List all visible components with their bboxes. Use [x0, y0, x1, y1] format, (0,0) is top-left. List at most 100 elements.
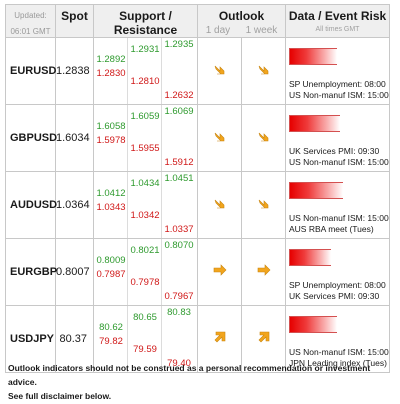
arrow-down-right-icon: [211, 60, 229, 78]
event-item: UK Services PMI: 09:30: [289, 146, 380, 156]
disclaimer-link-line[interactable]: See full disclaimer below.: [8, 391, 112, 401]
resistance-level-3: 0.7967: [164, 291, 194, 302]
event-item: AUS RBA meet (Tues): [289, 224, 374, 234]
currency-row: EURGBP 0.8007 0.8009 0.7987 0.8021 0.7978 0.80…: [5, 238, 390, 306]
currency-row: USDJPY 80.37 80.62 79.82 80.65 79.59 80.83 79.4…: [5, 305, 390, 373]
support-level-2: 1.6059: [130, 111, 160, 122]
resistance-level-1: 1.2830: [96, 68, 126, 79]
resistance-level-1: 79.82: [99, 336, 123, 347]
disclaimer: Outlook indicators should not be constru…: [8, 361, 396, 403]
support-resistance-cell: 80.62 79.82 80.65 79.59 80.83 79.40: [93, 305, 198, 373]
event-risk-cell: UK Services PMI: 09:30 US Non-manuf ISM: …: [285, 104, 390, 172]
support-resistance-cell: 1.0412 1.0343 1.0434 1.0342 1.0451 1.0337: [93, 171, 198, 239]
support-level-1: 80.62: [99, 322, 123, 333]
outlook-1week-cell: [241, 238, 286, 306]
arrow-down-right-icon: [255, 127, 273, 145]
spot-price: 1.2838: [55, 37, 94, 105]
event-item: US Non-manuf ISM: 15:00: [289, 347, 389, 357]
support-resistance-cell: 0.8009 0.7987 0.8021 0.7978 0.8070 0.7967: [93, 238, 198, 306]
event-item: US Non-manuf ISM: 15:00: [289, 90, 389, 100]
event-risk-cell: US Non-manuf ISM: 15:00 JPN Leading index…: [285, 305, 390, 373]
resistance-level-3: 79.40: [167, 358, 191, 369]
event-risk-cell: US Non-manuf ISM: 15:00 AUS RBA meet (Tue…: [285, 171, 390, 239]
outlook-1week-cell: [241, 305, 286, 373]
event-item: UK Services PMI: 09:30: [289, 291, 380, 301]
risk-level-bar: [289, 182, 343, 199]
pair-name[interactable]: USDJPY: [5, 305, 56, 373]
forex-outlook-table: Updated: 06:01 GMT Spot Support / Resist…: [5, 4, 390, 373]
outlook-1week-cell: [241, 104, 286, 172]
spot-price: 1.0364: [55, 171, 94, 239]
arrow-up-right-icon: [255, 328, 273, 346]
support-level-2: 80.65: [133, 312, 157, 323]
resistance-level-2: 1.2810: [130, 76, 160, 87]
resistance-level-3: 1.2632: [164, 90, 194, 101]
pair-name[interactable]: EURUSD: [5, 37, 56, 105]
currency-row: EURUSD 1.2838 1.2892 1.2830 1.2931 1.2810 1.29…: [5, 37, 390, 105]
pair-name[interactable]: AUDUSD: [5, 171, 57, 239]
support-level-2: 1.2931: [130, 44, 160, 55]
outlook-1week-label: 1 week: [245, 25, 278, 36]
spot-price: 1.6034: [55, 104, 94, 172]
arrow-up-right-icon: [211, 328, 229, 346]
resistance-level-1: 0.7987: [96, 269, 126, 280]
support-resistance-header: Support / Resistance: [93, 4, 198, 38]
resistance-level-1: 1.5978: [96, 135, 126, 146]
event-item: US Non-manuf ISM: 15:00: [289, 157, 389, 167]
support-level-2: 0.8021: [130, 245, 160, 256]
pair-name[interactable]: GBPUSD: [5, 104, 57, 172]
support-level-3: 80.83: [167, 307, 191, 318]
pair-name[interactable]: EURGBP: [5, 238, 57, 306]
support-level-1: 1.6058: [96, 121, 126, 132]
resistance-level-2: 0.7978: [130, 277, 160, 288]
resistance-level-2: 1.0342: [130, 210, 160, 221]
resistance-level-3: 1.5912: [164, 157, 194, 168]
event-item: US Non-manuf ISM: 15:00: [289, 213, 389, 223]
arrow-down-right-icon: [255, 60, 273, 78]
event-risk-cell: SP Unemployment: 08:00 UK Services PMI: 0…: [285, 238, 390, 306]
risk-level-bar: [289, 316, 337, 333]
outlook-1day-cell: [197, 305, 242, 373]
outlook-1day-label: 1 day: [205, 25, 231, 36]
support-level-1: 1.0412: [96, 188, 126, 199]
spot-header: Spot: [55, 4, 94, 38]
outlook-1day-cell: [197, 37, 242, 105]
arrow-down-right-icon: [255, 194, 273, 212]
resistance-level-1: 1.0343: [96, 202, 126, 213]
risk-level-bar: [289, 249, 331, 266]
support-level-3: 1.0451: [164, 173, 194, 184]
resistance-level-3: 1.0337: [164, 224, 194, 235]
support-level-3: 0.8070: [164, 240, 194, 251]
outlook-1week-cell: [241, 37, 286, 105]
arrow-down-right-icon: [211, 127, 229, 145]
support-level-1: 0.8009: [96, 255, 126, 266]
event-risk-cell: SP Unemployment: 08:00 US Non-manuf ISM: …: [285, 37, 390, 105]
event-item: SP Unemployment: 08:00: [289, 280, 386, 290]
event-item: SP Unemployment: 08:00: [289, 79, 386, 89]
arrow-right-icon: [255, 261, 273, 279]
data-event-risk-header: Data / Event Risk All times GMT: [285, 4, 390, 38]
outlook-1day-cell: [197, 171, 242, 239]
support-level-3: 1.6069: [164, 106, 194, 117]
currency-row: GBPUSD 1.6034 1.6058 1.5978 1.6059 1.5955 1.60…: [5, 104, 390, 172]
risk-level-bar: [289, 115, 340, 132]
spot-price: 0.8007: [55, 238, 94, 306]
support-resistance-cell: 1.6058 1.5978 1.6059 1.5955 1.6069 1.5912: [93, 104, 198, 172]
disclaimer-line: Outlook indicators should not be constru…: [8, 363, 371, 387]
support-resistance-cell: 1.2892 1.2830 1.2931 1.2810 1.2935 1.2632: [93, 37, 198, 105]
resistance-level-2: 79.59: [133, 344, 157, 355]
event-item: JPN Leading index (Tues): [289, 358, 387, 368]
support-level-2: 1.0434: [130, 178, 160, 189]
arrow-down-right-icon: [211, 194, 229, 212]
currency-row: AUDUSD 1.0364 1.0412 1.0343 1.0434 1.0342 1.04…: [5, 171, 390, 239]
spot-price: 80.37: [55, 305, 94, 373]
outlook-1week-cell: [241, 171, 286, 239]
risk-level-bar: [289, 48, 337, 65]
support-level-1: 1.2892: [96, 54, 126, 65]
updated-header: Updated: 06:01 GMT: [5, 4, 56, 38]
resistance-level-2: 1.5955: [130, 143, 160, 154]
outlook-header: Outlook 1 day 1 week: [197, 4, 286, 38]
outlook-1day-cell: [197, 238, 242, 306]
support-level-3: 1.2935: [164, 39, 194, 50]
outlook-1day-cell: [197, 104, 242, 172]
